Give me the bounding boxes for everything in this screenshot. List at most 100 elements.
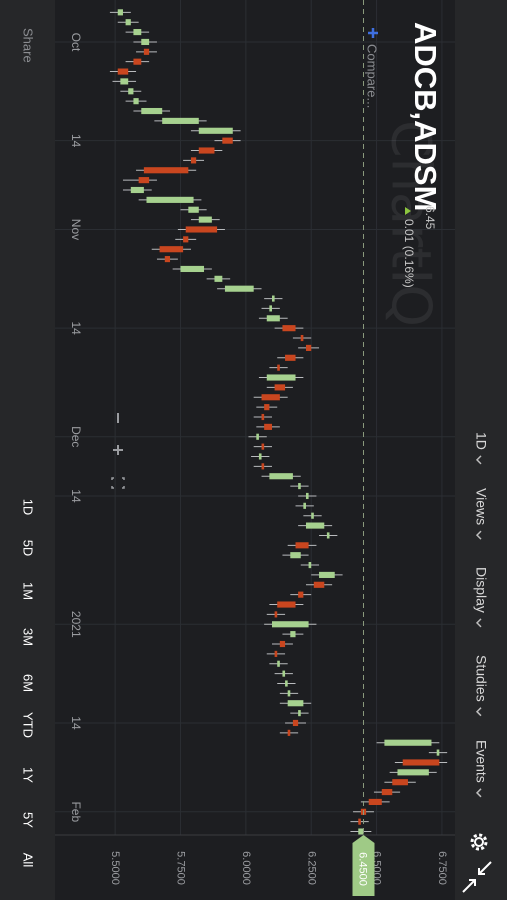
candle-body [180,265,205,273]
candle-body [130,186,144,194]
menu-item[interactable]: Studies [473,655,489,702]
range-button[interactable]: 3M [21,628,36,646]
range-button[interactable]: 5D [21,540,36,557]
y-tick-label: 6.2500 [305,851,317,885]
candle-body [198,127,233,134]
x-tick-label: 14 [69,716,83,730]
menu-item[interactable]: Events [473,740,489,783]
candle-body [138,177,150,184]
candle-body [269,473,293,480]
up-arrow [405,207,411,215]
candle-body [292,719,299,727]
x-tick-label: 14 [69,321,83,335]
range-button[interactable]: 5Y [21,812,36,828]
change: 0.01 (0.16%) [402,219,416,288]
zoom-reset[interactable] [111,477,125,489]
range-button[interactable]: 6M [21,674,36,692]
candle-body [271,621,309,628]
candle-body [368,798,382,805]
candle-body [274,384,286,391]
candle-body [282,670,286,677]
zoom-in[interactable] [113,445,123,455]
candle-body [188,206,199,213]
candle-body [141,107,163,115]
candle-body [319,571,335,578]
candle-body [285,680,288,687]
candle-body [198,216,212,223]
candle-body [298,483,301,490]
gear-teeth[interactable] [470,833,488,851]
candle-body [277,364,280,371]
candle-body [358,828,364,835]
candle-body [384,739,432,746]
plot [109,0,448,835]
candle-body [133,98,139,105]
candle-body [222,137,233,144]
candle-body [287,700,304,707]
candle-body [162,117,199,124]
candle-body [290,631,296,638]
candle-body [146,196,194,203]
candle-body [358,818,361,825]
fullscreen-icon[interactable] [462,861,492,893]
candle-body [274,650,278,657]
menu-chevron[interactable] [475,530,482,540]
candle-body [224,285,254,292]
compare[interactable]: Compare... [365,44,380,108]
candle-body [311,512,314,519]
menu-chevron[interactable] [475,707,482,717]
current-price-tag [352,835,375,896]
candle-body [287,729,291,736]
candle-body [313,581,325,588]
candle-body [143,48,150,55]
candle-body [295,542,309,549]
range-button[interactable]: 1D [21,499,36,516]
candle-body [185,226,218,233]
compare-plus[interactable] [368,28,378,38]
x-tick-label: Dec [69,426,83,447]
candle-body [397,769,429,776]
x-tick-label: 14 [69,134,83,148]
menu-item[interactable]: Display [473,567,489,613]
menu-item[interactable]: 1D [473,432,489,450]
candle-body [277,660,280,667]
candle-body [264,423,272,430]
menu-item[interactable]: Views [473,488,489,525]
candle-body [285,354,296,361]
candle-body [261,463,265,470]
candle-body [277,601,296,608]
candle-body [266,374,296,381]
candle-body [261,394,280,401]
candle-body [300,334,304,342]
candle-body [214,275,223,282]
menu-chevron[interactable] [475,788,482,798]
candle-body [271,295,275,302]
gear[interactable] [474,837,484,847]
menu-chevron[interactable] [475,455,482,465]
candle-body [198,147,215,154]
x-tick-label: Nov [69,219,83,240]
share[interactable]: Share [21,28,36,63]
candle-body [264,404,270,411]
top-bar [455,0,507,900]
y-axis: 5.5000 5.7500 6.0000 6.2500 6.5000 6.75006.45… [109,835,448,896]
range-button[interactable]: 1M [21,582,36,600]
candle-body [183,236,189,243]
candle-body [143,167,189,174]
candle-body [298,591,304,598]
menu-chevron[interactable] [475,618,482,628]
current-price-label: 6.4500 [357,852,369,886]
x-tick-label: 14 [69,489,83,503]
range-button[interactable]: YTD [21,712,36,738]
range-button[interactable]: 1Y [21,767,36,783]
settings-icon[interactable] [470,833,488,851]
price: 6.45 [423,206,437,230]
y-tick-label: 6.0000 [240,851,252,885]
range-button[interactable]: All [21,853,36,868]
x-tick-label: 2021 [69,611,83,638]
x-tick-label: Oct [69,33,83,52]
candle-body [269,305,272,312]
y-tick-label: 6.7500 [436,851,448,885]
